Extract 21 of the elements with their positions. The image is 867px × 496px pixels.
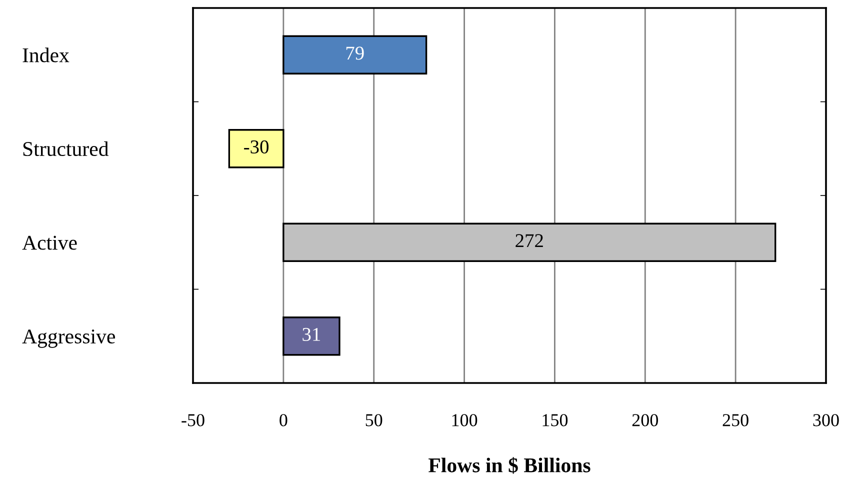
bar bbox=[282, 316, 340, 356]
y-tick-label: Active bbox=[22, 236, 77, 250]
x-axis-title: Flows in $ Billions bbox=[428, 457, 590, 474]
data-label: 272 bbox=[516, 234, 543, 248]
data-label: 31 bbox=[302, 328, 320, 341]
y-tick-label: Aggressive bbox=[22, 330, 116, 348]
y-tick-label: Index bbox=[22, 48, 70, 62]
bar bbox=[282, 35, 428, 74]
x-tick-label: 250 bbox=[722, 414, 748, 426]
y-tick-label: Structured bbox=[23, 141, 109, 156]
x-tick-label: 100 bbox=[452, 414, 478, 426]
data-label: 79 bbox=[346, 46, 364, 60]
x-tick-label: -50 bbox=[182, 414, 204, 426]
bar bbox=[228, 129, 284, 168]
x-tick-label: 300 bbox=[813, 414, 839, 426]
x-tick-label: 50 bbox=[366, 414, 382, 426]
x-tick-label: 150 bbox=[542, 414, 568, 426]
x-tick-label: 0 bbox=[280, 414, 288, 426]
bar bbox=[282, 222, 776, 262]
data-label: -30 bbox=[244, 140, 269, 154]
x-tick-label: 200 bbox=[632, 414, 658, 426]
